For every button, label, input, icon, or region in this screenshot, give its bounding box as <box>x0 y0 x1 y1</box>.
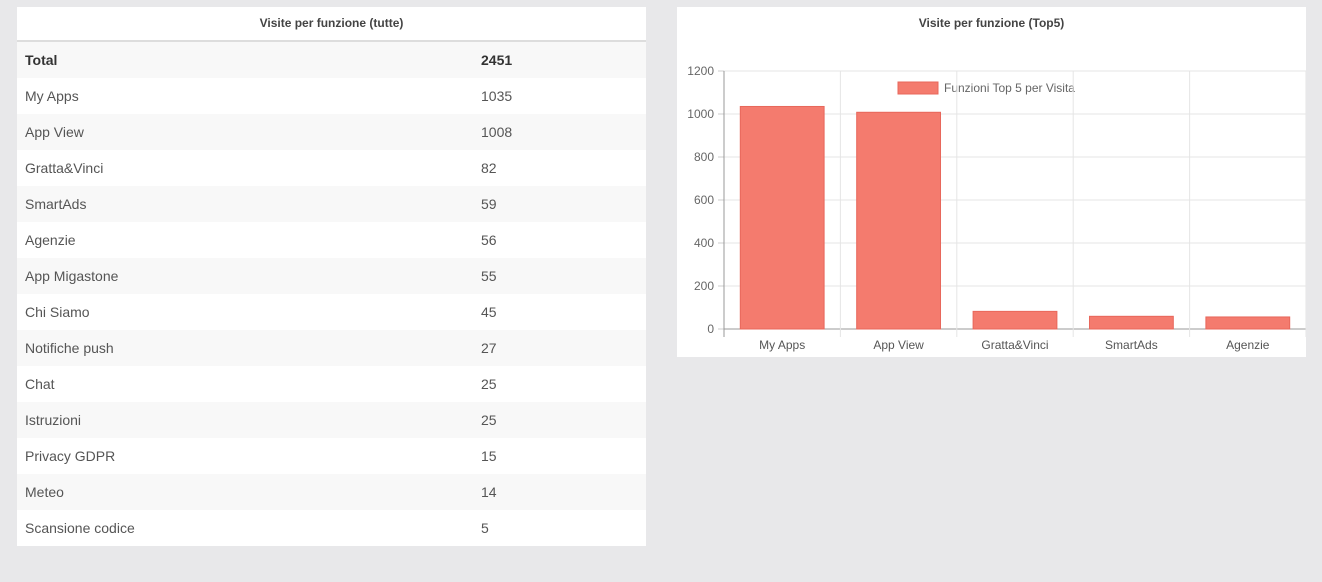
table-row: Chat 25 <box>17 366 646 402</box>
row-value: 55 <box>481 268 497 284</box>
row-label: Gratta&Vinci <box>25 160 104 176</box>
row-label: Privacy GDPR <box>25 448 116 464</box>
bar <box>1205 316 1291 330</box>
table-row: App Migastone 55 <box>17 258 646 294</box>
table-row: Istruzioni 25 <box>17 402 646 438</box>
x-tick-label: My Apps <box>759 338 805 352</box>
table-row: Meteo 14 <box>17 474 646 510</box>
table-panel-title: Visite per funzione (tutte) <box>17 7 646 42</box>
bar <box>739 105 825 330</box>
row-label: Scansione codice <box>25 520 135 536</box>
x-tick-label: App View <box>873 338 924 352</box>
row-value: 56 <box>481 232 497 248</box>
y-tick-label: 1000 <box>687 107 714 121</box>
total-value: 2451 <box>481 52 513 68</box>
table-row: App View 1008 <box>17 114 646 150</box>
row-label: Notifiche push <box>25 340 114 356</box>
row-value: 1008 <box>481 124 513 140</box>
x-tick-label: Gratta&Vinci <box>981 338 1048 352</box>
x-tick-label: SmartAds <box>1105 338 1158 352</box>
row-value: 14 <box>481 484 497 500</box>
table-row: Agenzie 56 <box>17 222 646 258</box>
row-value: 1035 <box>481 88 513 104</box>
chart-panel-title: Visite per funzione (Top5) <box>918 16 1065 30</box>
row-value: 15 <box>481 448 497 464</box>
row-value: 45 <box>481 304 497 320</box>
legend-label: Funzioni Top 5 per Visita <box>944 81 1075 95</box>
table-row: My Apps 1035 <box>17 78 646 114</box>
row-label: App Migastone <box>25 268 119 284</box>
row-value: 5 <box>481 520 489 536</box>
row-label: Meteo <box>25 484 64 500</box>
row-label: My Apps <box>25 88 79 104</box>
y-tick-label: 0 <box>707 322 714 336</box>
chart-panel: Visite per funzione (Top5) Funzioni Top … <box>677 7 1307 357</box>
row-label: SmartAds <box>25 196 87 212</box>
row-value: 82 <box>481 160 497 176</box>
bar <box>856 111 942 330</box>
table-row: Chi Siamo 45 <box>17 294 646 330</box>
y-tick-label: 1200 <box>687 64 714 78</box>
y-tick-label: 400 <box>694 236 714 250</box>
row-label: Istruzioni <box>25 412 82 428</box>
total-row: Total 2451 <box>17 42 646 78</box>
x-tick-label: Agenzie <box>1226 338 1270 352</box>
y-tick-label: 800 <box>694 150 714 164</box>
row-label: Agenzie <box>25 232 76 248</box>
y-tick-label: 600 <box>694 193 714 207</box>
row-value: 27 <box>481 340 497 356</box>
visits-table: Total 2451 My Apps 1035 App View 1008 Gratta… <box>17 42 646 546</box>
y-tick-label: 200 <box>694 279 714 293</box>
row-label: Chat <box>25 376 55 392</box>
row-label: Chi Siamo <box>25 304 90 320</box>
table-row: Notifiche push 27 <box>17 330 646 366</box>
row-label: App View <box>25 124 84 140</box>
row-value: 25 <box>481 412 497 428</box>
table-row: Gratta&Vinci 82 <box>17 150 646 186</box>
bar-chart: Funzioni Top 5 per Visita 0 200 400 600 800 10… <box>687 64 1307 352</box>
table-panel: Visite per funzione (tutte) Total 2451 M… <box>17 7 646 546</box>
table-row: SmartAds 59 <box>17 186 646 222</box>
row-value: 59 <box>481 196 497 212</box>
table-row: Privacy GDPR 15 <box>17 438 646 474</box>
total-label: Total <box>25 52 58 68</box>
legend-swatch <box>897 81 939 95</box>
row-value: 25 <box>481 376 497 392</box>
bar <box>972 310 1058 330</box>
bar <box>1088 315 1174 330</box>
table-row: Scansione codice 5 <box>17 510 646 546</box>
